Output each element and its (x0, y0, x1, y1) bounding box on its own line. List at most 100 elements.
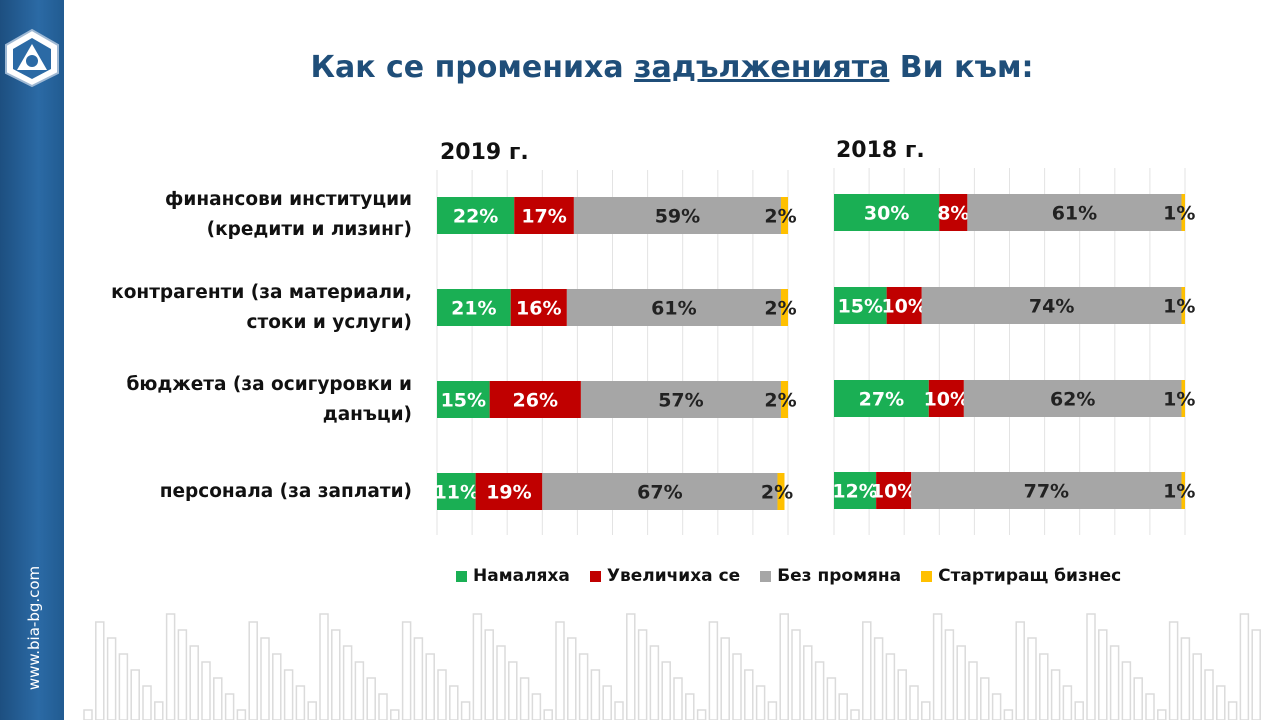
decorative-bar (95, 621, 105, 720)
data-label: 57% (658, 390, 703, 412)
decorative-bar (673, 677, 683, 720)
decorative-bar (1062, 685, 1073, 720)
decorative-bar (873, 637, 884, 720)
data-label: 16% (516, 298, 561, 320)
decorative-bar (637, 629, 648, 720)
decorative-bar (484, 629, 494, 720)
decorative-bar (283, 669, 294, 720)
decorative-bar (1050, 669, 1061, 720)
decorative-bar (118, 653, 129, 720)
bar-segment (437, 289, 511, 326)
category-label-financial: финансови институции (кредити и лизинг) (70, 185, 412, 245)
decorative-bar (791, 629, 801, 720)
decorative-bar (1039, 653, 1049, 720)
decorative-bar (401, 621, 412, 720)
legend-item-increased: Увеличиха се (589, 566, 740, 586)
decorative-bar (1145, 693, 1155, 720)
data-label: 2% (761, 482, 793, 504)
title-pre: Как се промениха (310, 50, 635, 85)
bar-segment (834, 380, 929, 417)
decorative-bar (1180, 637, 1191, 720)
bar-segment (834, 287, 887, 324)
bar-segment (437, 381, 490, 418)
data-label: 30% (864, 203, 909, 225)
decorative-bar (437, 669, 447, 720)
decorative-bar (154, 701, 164, 720)
data-label: 61% (651, 298, 696, 320)
decorative-bar (602, 685, 612, 720)
decorative-bar (932, 613, 943, 720)
sidebar: www.bia-bg.com (0, 0, 64, 720)
decorative-bar (354, 661, 365, 720)
data-label: 10% (924, 389, 969, 411)
decorative-bar (696, 709, 707, 720)
decorative-bar (272, 653, 282, 720)
bar-segment (780, 381, 788, 418)
data-label: 2% (764, 390, 796, 412)
legend-label: Без промяна (777, 566, 902, 586)
data-label: 8% (937, 203, 969, 225)
decorative-bar (1157, 709, 1167, 720)
bia-logo-icon (5, 28, 59, 88)
decorative-bar (814, 661, 825, 720)
decorative-bar (1168, 621, 1179, 720)
bar-segment (437, 473, 476, 510)
decorative-bar (991, 693, 1002, 720)
data-label: 15% (441, 390, 486, 412)
decorative-bar (472, 613, 483, 720)
legend-label: Стартиращ бизнес (938, 566, 1122, 586)
category-line: стоки и услуги) (246, 312, 412, 333)
decorative-bars-background (83, 613, 1261, 720)
data-label: 21% (451, 298, 496, 320)
category-line: финансови институции (165, 189, 412, 210)
bar-segment (475, 473, 543, 510)
title-underlined: задълженията (634, 50, 890, 85)
category-line: персонала (за заплати) (159, 481, 412, 502)
decorative-bar (767, 701, 778, 720)
decorative-bar (578, 653, 589, 720)
decorative-bar (1121, 661, 1132, 720)
data-label: 1% (1163, 481, 1195, 503)
data-label: 2% (764, 298, 796, 320)
decorative-bar (378, 693, 388, 720)
data-label: 26% (513, 390, 558, 412)
decorative-bar (236, 709, 247, 720)
decorative-bar (885, 653, 896, 720)
bar-segment (911, 472, 1182, 509)
decorative-bar (1133, 677, 1143, 720)
data-label: 19% (486, 482, 531, 504)
category-line: данъци) (322, 404, 412, 425)
decorative-bar (201, 661, 211, 720)
bar-segment (1181, 287, 1185, 324)
decorative-bar (626, 613, 636, 720)
decorative-bar (83, 709, 93, 720)
bar-segment (510, 289, 567, 326)
data-label: 17% (521, 206, 566, 228)
decorative-bar (460, 701, 471, 720)
data-label: 59% (655, 206, 700, 228)
decorative-bar (567, 637, 577, 720)
decorative-bar (720, 637, 730, 720)
decorative-bar (1109, 645, 1120, 720)
category-label-budget: бюджета (за осигуровки и данъци) (70, 370, 412, 430)
decorative-bar (838, 693, 848, 720)
decorative-bar (1086, 613, 1096, 720)
bar-segment (1181, 472, 1185, 509)
decorative-bar (968, 661, 978, 720)
decorative-bar (685, 693, 695, 720)
legend-label: Намаляха (473, 566, 570, 586)
data-label: 77% (1024, 481, 1069, 503)
decorative-bar (1251, 629, 1261, 720)
category-label-contractors: контрагенти (за материали, стоки и услуг… (70, 278, 412, 338)
decorative-bar (1216, 685, 1226, 720)
bar-segment (580, 381, 781, 418)
data-label: 61% (1052, 203, 1097, 225)
decorative-bar (779, 613, 789, 720)
legend-item-decreased: Намаляха (456, 566, 570, 586)
bar-segment (939, 194, 968, 231)
bar-segment (489, 381, 581, 418)
category-line: контрагенти (за материали, (111, 282, 412, 303)
decorative-bar (1204, 669, 1214, 720)
decorative-bar (944, 629, 955, 720)
chart-title-2018: 2018 г. (836, 138, 925, 163)
